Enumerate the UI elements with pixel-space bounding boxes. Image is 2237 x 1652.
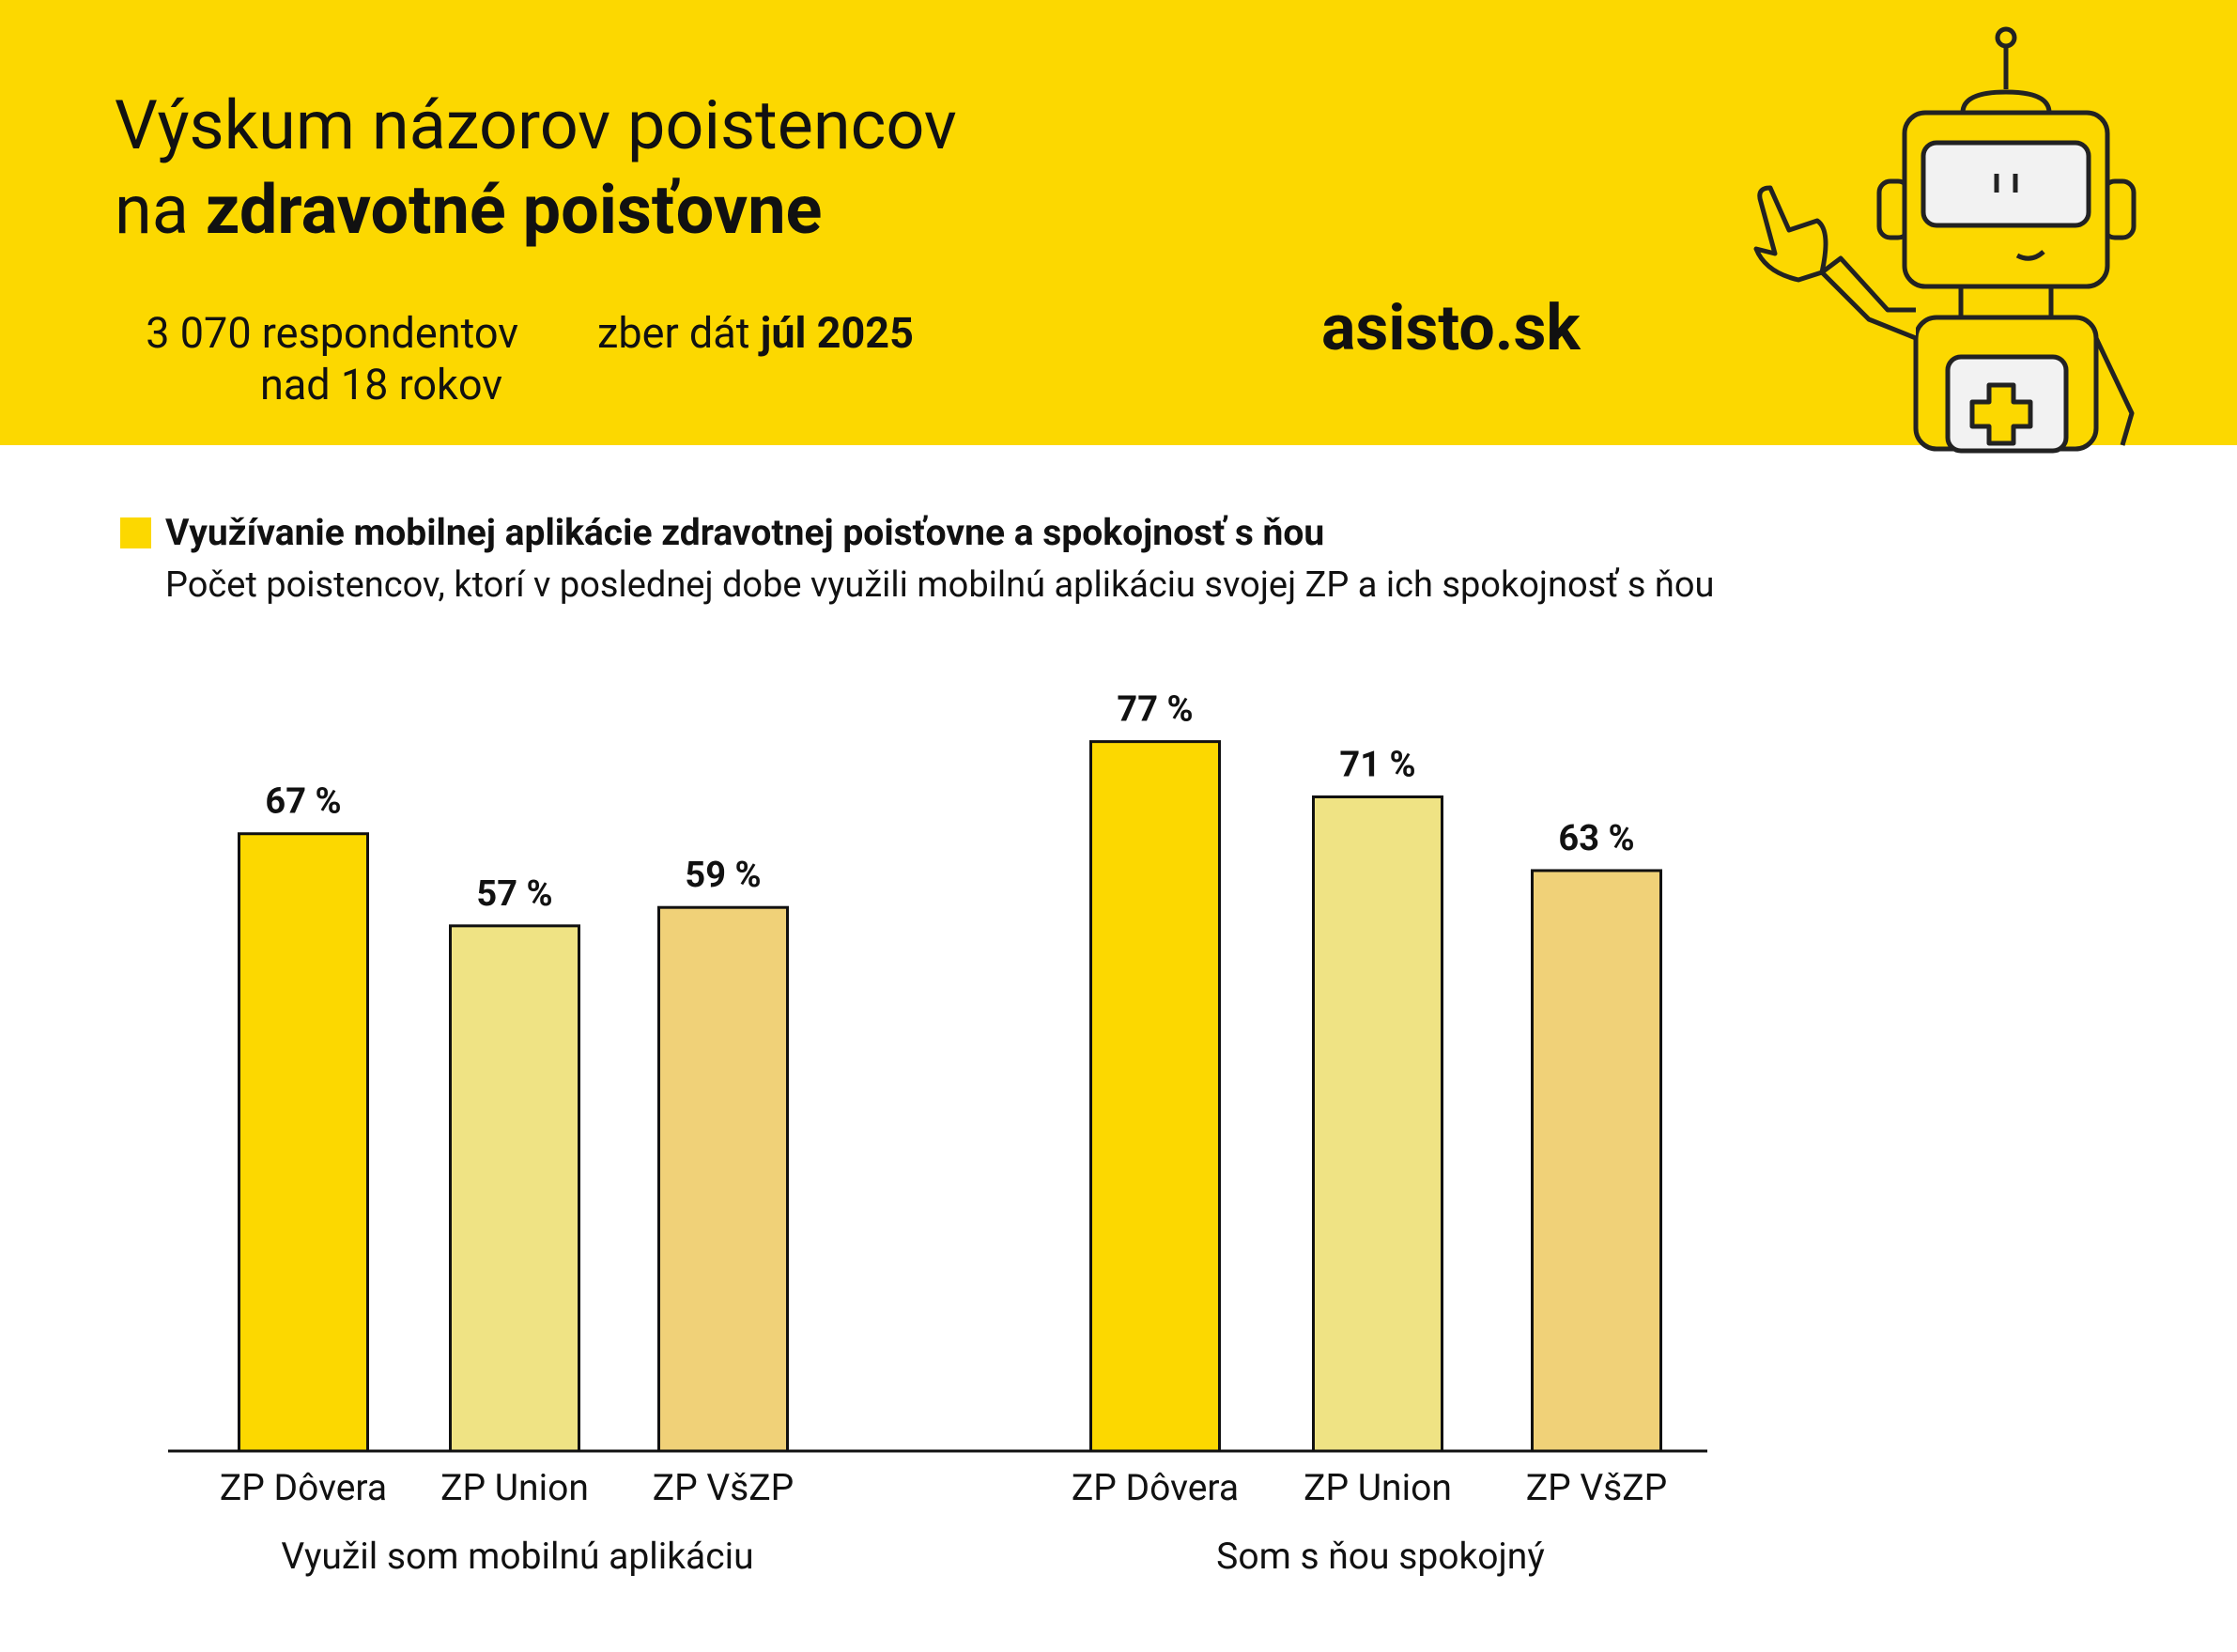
- x-tick-label: ZP Union: [440, 1466, 589, 1509]
- bar: [657, 905, 789, 1453]
- group-label: Som s ňou spokojný: [1216, 1535, 1545, 1578]
- value-label: 63 %: [1558, 818, 1634, 859]
- chart-subtitle: Počet poistencov, ktorí v poslednej dobe…: [165, 564, 1715, 606]
- brand: asisto.sk: [1321, 290, 1581, 365]
- chart-title: Využívanie mobilnej aplikácie zdravotnej…: [165, 511, 1324, 554]
- bar: [1312, 795, 1443, 1453]
- bar: [238, 832, 369, 1453]
- x-tick-label: ZP VšZP: [653, 1466, 795, 1509]
- header-band: [0, 0, 2237, 445]
- title-bold: zdravotné poisťovne: [206, 170, 823, 250]
- respondents-age: nad 18 rokov: [260, 360, 502, 409]
- collection-date: júl 2025: [758, 308, 914, 358]
- bar: [1089, 740, 1221, 1453]
- legend-square: [120, 517, 151, 548]
- bar: [1531, 869, 1662, 1453]
- value-label: 67 %: [265, 781, 341, 823]
- x-tick-label: ZP Dôvera: [1072, 1466, 1239, 1509]
- title-prefix: na: [115, 170, 189, 250]
- value-label: 57 %: [476, 873, 552, 915]
- collection-prefix: zber dát: [597, 308, 749, 358]
- robot: [1753, 26, 2137, 454]
- value-label: 71 %: [1339, 744, 1415, 785]
- x-tick-label: ZP Union: [1304, 1466, 1452, 1509]
- x-tick-label: ZP Dôvera: [220, 1466, 387, 1509]
- value-label: 59 %: [685, 855, 761, 896]
- title-line1: Výskum názorov poistencov: [115, 85, 957, 165]
- group-label: Využil som mobilnú aplikáciu: [281, 1535, 753, 1578]
- value-label: 77 %: [1117, 689, 1193, 731]
- title-line2: na zdravotné poisťovne: [115, 170, 822, 250]
- respondents: 3 070 respondentov: [146, 308, 518, 358]
- x-tick-label: ZP VšZP: [1526, 1466, 1668, 1509]
- bar: [449, 924, 580, 1453]
- collection: zber dát júl 2025: [597, 308, 914, 358]
